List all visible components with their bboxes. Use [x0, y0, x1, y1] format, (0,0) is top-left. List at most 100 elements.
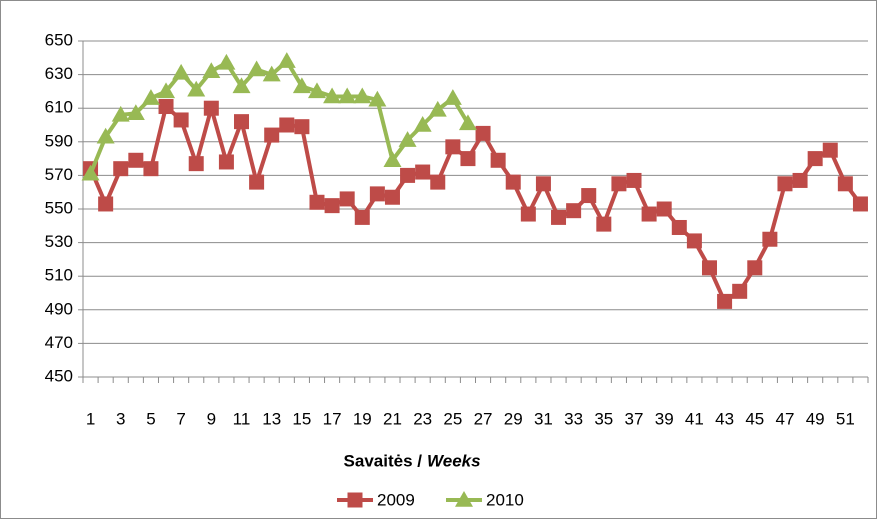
marker — [188, 156, 204, 172]
marker — [656, 201, 672, 217]
marker — [294, 119, 310, 135]
x-tick-label: 41 — [685, 409, 704, 428]
x-tick-label: 23 — [413, 409, 432, 428]
x-tick-label: 31 — [534, 409, 553, 428]
x-axis-title-emphasis: Weeks — [427, 451, 481, 470]
x-tick-label: 21 — [383, 409, 402, 428]
marker — [307, 82, 326, 99]
marker — [701, 260, 717, 276]
y-tick-label: 550 — [45, 198, 73, 217]
x-tick-label: 35 — [594, 409, 613, 428]
y-tick-label: 650 — [45, 30, 73, 49]
x-tick-label: 43 — [715, 409, 734, 428]
marker — [354, 209, 370, 225]
marker — [445, 139, 461, 155]
x-tick-label: 51 — [836, 409, 855, 428]
marker — [309, 194, 325, 210]
x-tick-label: 29 — [504, 409, 523, 428]
x-tick-label: 27 — [474, 409, 493, 428]
marker — [551, 209, 567, 225]
marker — [339, 191, 355, 207]
marker — [234, 114, 250, 130]
marker — [292, 77, 311, 94]
marker — [279, 117, 295, 133]
marker — [400, 167, 416, 183]
marker — [458, 114, 477, 131]
x-tick-label: 49 — [806, 409, 825, 428]
marker — [368, 90, 387, 107]
marker — [641, 206, 657, 222]
y-tick-label: 470 — [45, 333, 73, 352]
marker — [792, 172, 808, 188]
x-tick-label: 19 — [353, 409, 372, 428]
y-tick-label: 530 — [45, 232, 73, 251]
marker — [126, 104, 145, 120]
marker — [777, 176, 793, 192]
marker — [277, 52, 296, 68]
marker — [852, 196, 868, 212]
x-tick-label: 13 — [262, 409, 281, 428]
marker — [111, 105, 130, 122]
y-tick-label: 510 — [45, 266, 73, 285]
marker — [369, 186, 385, 202]
marker — [203, 100, 219, 116]
marker — [98, 196, 114, 212]
marker — [732, 283, 748, 299]
x-tick-label: 39 — [655, 409, 674, 428]
marker — [81, 164, 100, 181]
x-tick-label: 17 — [323, 409, 342, 428]
marker — [217, 53, 236, 70]
marker — [747, 260, 763, 276]
marker — [353, 87, 372, 104]
marker — [671, 219, 687, 235]
marker — [143, 161, 159, 177]
x-tick-label: 37 — [625, 409, 644, 428]
x-tick-label: 3 — [116, 409, 125, 428]
legend-label: 2010 — [486, 490, 524, 509]
marker — [762, 231, 778, 247]
series-line — [88, 104, 863, 304]
x-tick-label: 11 — [233, 409, 251, 428]
marker — [686, 233, 702, 249]
y-tick-label: 490 — [45, 299, 73, 318]
marker — [822, 142, 838, 158]
marker — [262, 65, 281, 82]
x-tick-label: 7 — [176, 409, 185, 428]
marker — [232, 77, 251, 94]
marker — [475, 125, 491, 141]
marker — [187, 80, 206, 97]
marker — [128, 152, 144, 168]
marker — [581, 188, 597, 204]
marker — [626, 172, 642, 188]
x-tick-label: 33 — [564, 409, 583, 428]
marker — [520, 206, 536, 222]
x-tick-label: 25 — [443, 409, 462, 428]
x-tick-label: 1 — [86, 409, 95, 428]
marker — [173, 112, 189, 128]
marker — [96, 127, 115, 144]
marker — [141, 89, 160, 105]
marker — [384, 189, 400, 205]
marker — [158, 99, 174, 115]
marker — [218, 154, 234, 170]
y-tick-label: 590 — [45, 131, 73, 150]
marker — [807, 151, 823, 167]
marker — [398, 131, 417, 147]
marker — [202, 62, 221, 78]
x-axis-title: Savaitės / — [344, 451, 423, 470]
x-tick-label: 5 — [146, 409, 155, 428]
marker — [157, 82, 176, 99]
marker — [611, 176, 627, 192]
marker — [428, 100, 447, 117]
marker — [596, 216, 612, 232]
marker — [566, 203, 582, 219]
x-tick-label: 47 — [776, 409, 795, 428]
marker — [172, 63, 191, 80]
marker — [460, 151, 476, 167]
marker — [505, 174, 521, 190]
marker — [490, 152, 506, 168]
marker — [717, 293, 733, 309]
marker — [323, 87, 342, 104]
marker — [113, 161, 129, 177]
